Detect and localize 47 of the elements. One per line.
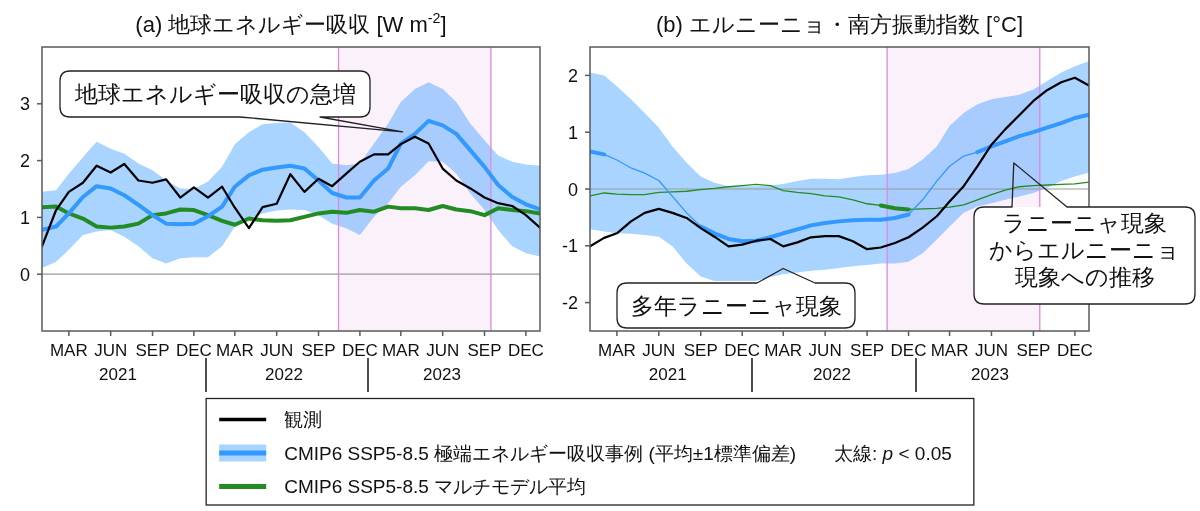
x-tick-label: MAR — [930, 341, 969, 360]
annotation: ラニーニャ現象からエルニーニョ現象への推移 — [989, 210, 1180, 290]
x-tick-label: SEP — [1016, 341, 1051, 360]
x-tick-label: MAR — [381, 341, 420, 360]
legend-label: CMIP6 SSP5-8.5 極端エネルギー吸収事例 (平均±1標準偏差) 太線: p < 0.05 — [284, 442, 952, 464]
x-tick-label: MAR — [598, 341, 636, 360]
x-tick-label: SEP — [301, 341, 336, 360]
y-tick-label: 1 — [19, 207, 30, 228]
x-tick-label: DEC — [341, 341, 378, 360]
x-tick-label: JUN — [642, 341, 676, 360]
x-tick-label: SEP — [683, 341, 718, 360]
y-tick-label: 2 — [567, 65, 578, 86]
y-tick-label: 1 — [567, 122, 578, 143]
x-tick-label: DEC — [890, 341, 927, 360]
text: 2023 — [423, 365, 461, 384]
legend-label: 観測 — [284, 409, 323, 430]
x-tick-label: SEP — [850, 341, 885, 360]
x-tick-label: JUN — [808, 341, 842, 360]
x-tick-label: JUN — [260, 341, 294, 360]
y-tick-label: 0 — [19, 264, 30, 285]
legend-label: CMIP6 SSP5-8.5 マルチモデル平均 — [284, 476, 587, 497]
y-tick-label: -2 — [561, 293, 578, 314]
text: 2022 — [813, 365, 851, 384]
x-tick-label: DEC — [1056, 341, 1093, 360]
x-tick-label: MAR — [215, 341, 254, 360]
x-tick-label: JUN — [974, 341, 1009, 360]
x-tick-label: SEP — [135, 341, 170, 360]
annotation: 地球エネルギー吸収の急増 — [73, 81, 356, 108]
y-tick-label: 2 — [19, 151, 30, 172]
x-tick-label: MAR — [764, 341, 803, 360]
x-tick-label: DEC — [507, 341, 544, 360]
x-tick-label: MAR — [49, 341, 88, 360]
x-tick-label: JUN — [426, 341, 460, 360]
y-tick-label: -1 — [561, 236, 578, 257]
x-tick-label: DEC — [175, 341, 212, 360]
y-tick-label: 3 — [19, 94, 30, 115]
x-tick-label: SEP — [467, 341, 502, 360]
x-tick-label: JUN — [94, 341, 128, 360]
text: 2023 — [971, 365, 1009, 384]
text: 2021 — [99, 365, 137, 384]
chart-title: (a) 地球エネルギー吸収 [W m$^{-2}$] — [135, 10, 447, 37]
chart-title: (b) エルニーニョ・南方振動指数 [°C] — [655, 12, 1024, 37]
annotation: 多年ラニーニャ現象 — [630, 292, 842, 319]
x-tick-label: DEC — [724, 341, 761, 360]
text: 2022 — [265, 365, 303, 384]
y-tick-label: 0 — [567, 179, 578, 200]
text: 2021 — [648, 365, 687, 384]
